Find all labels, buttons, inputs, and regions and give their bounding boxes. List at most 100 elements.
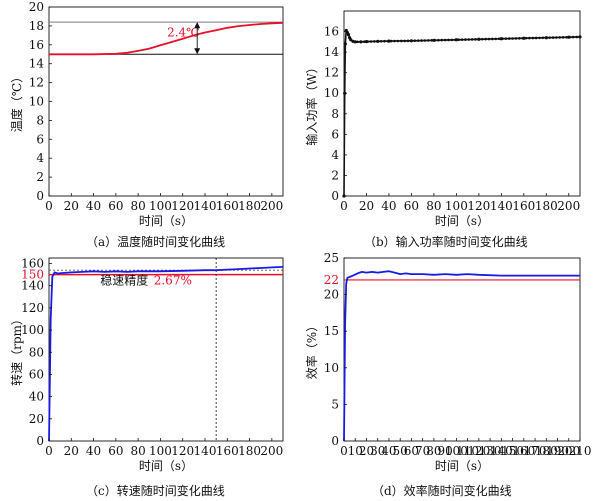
x-tick-label-d: 70 (415, 444, 430, 458)
x-tick-label-d: 30 (370, 444, 385, 458)
data-point-b (453, 38, 457, 42)
data-point-b (467, 38, 471, 41)
x-tick-label-c: 140 (194, 444, 217, 458)
data-point-b (514, 37, 518, 40)
annotation-c-0: 稳速精度 (100, 273, 148, 288)
data-point-b (423, 39, 427, 42)
x-tick-label-a: 100 (149, 199, 172, 213)
data-point-b (410, 39, 413, 43)
data-point-b (413, 39, 417, 43)
y-tick-label-b: 6 (331, 127, 339, 141)
data-point-b (501, 37, 504, 41)
data-point-b (534, 36, 538, 40)
data-point-b (568, 35, 572, 39)
x-tick-label-a: 60 (108, 199, 123, 213)
y-tick-label-d: 5 (331, 397, 339, 411)
data-point-b (541, 36, 545, 40)
x-tick-label-d: 80 (426, 444, 441, 458)
data-point-b (376, 40, 380, 43)
data-point-b (396, 39, 400, 43)
arrow-head-up-a (194, 22, 201, 29)
x-axis-label-c: 时间（s） (139, 459, 193, 473)
data-point-b (531, 36, 535, 40)
x-tick-label-a: 40 (86, 199, 101, 213)
data-point-b (440, 38, 444, 42)
y-tick-label-c: 20 (29, 412, 44, 426)
plot-frame-a (48, 6, 284, 197)
data-point-b (518, 37, 521, 40)
data-point-b (457, 38, 460, 42)
x-axis-label-a: 时间（s） (139, 214, 193, 228)
data-point-b (356, 40, 359, 44)
x-axis-label-d: 时间（s） (435, 459, 489, 473)
x-tick-label-d: 110 (456, 444, 479, 458)
data-point-b (528, 36, 531, 40)
y-tick-label-b: 16 (324, 25, 339, 39)
data-point-b (389, 39, 393, 43)
data-point-b (437, 38, 440, 42)
x-tick-label-b: 80 (426, 199, 441, 213)
x-tick-label-d: 200 (557, 444, 580, 458)
y-tick-label-c: 40 (29, 390, 44, 404)
y-tick-label-c: 80 (29, 345, 44, 359)
x-tick-label-b: 0 (340, 199, 348, 213)
data-point-b (464, 38, 467, 41)
data-point-b (555, 36, 558, 39)
y-tick-label-b: 4 (331, 148, 339, 162)
y-tick-label-d: 10 (324, 361, 339, 375)
data-point-b (353, 40, 357, 44)
x-tick-label-a: 0 (45, 199, 53, 213)
arrow-head-down-a (194, 48, 201, 55)
x-tick-label-d: 130 (479, 444, 502, 458)
x-tick-label-a: 120 (171, 199, 194, 213)
data-point-b (565, 35, 568, 39)
y-tick-label-d: 0 (331, 434, 339, 448)
y-tick-label-c: 60 (29, 367, 44, 381)
annotation-c-1: 2.67% (154, 274, 192, 288)
x-tick-label-d: 150 (501, 444, 524, 458)
x-tick-label-c: 100 (149, 444, 172, 458)
x-tick-label-a: 200 (260, 199, 283, 213)
data-point-b (460, 38, 464, 41)
data-point-b (538, 36, 541, 40)
y-tick-label-b: 8 (331, 107, 339, 121)
data-point-b (403, 39, 406, 43)
y-tick-label-b: 14 (324, 45, 340, 59)
x-tick-label-b: 20 (359, 199, 374, 213)
caption-c: （c）转速随时间变化曲线 (86, 484, 225, 498)
data-point-b (578, 35, 582, 39)
x-tick-label-c: 0 (45, 444, 53, 458)
y-tick-label-a: 20 (29, 0, 44, 14)
data-point-b (558, 36, 562, 39)
y-axis-label-d: 效率（%） (304, 320, 319, 379)
y-tick-label-b: 0 (331, 189, 339, 203)
x-tick-label-b: 140 (490, 199, 513, 213)
data-point-b (571, 35, 575, 39)
x-tick-label-c: 200 (260, 444, 283, 458)
data-point-b (447, 38, 450, 42)
y-tick-label-ref-d: 22 (324, 273, 339, 287)
y-tick-label-d: 20 (324, 288, 339, 302)
data-point-b (373, 40, 376, 43)
data-point-b (379, 39, 383, 43)
y-tick-label-a: 18 (29, 19, 44, 33)
data-point-b (366, 40, 369, 43)
data-point-b (561, 36, 565, 39)
data-point-b (544, 36, 548, 40)
x-tick-label-b: 100 (445, 199, 468, 213)
caption-a: （a）温度随时间变化曲线 (86, 235, 226, 249)
data-point-b (548, 36, 551, 39)
data-point-b (504, 37, 508, 40)
data-point-b (491, 37, 494, 41)
y-tick-label-c: 100 (21, 323, 44, 337)
x-tick-label-b: 40 (381, 199, 396, 213)
series-line-c-0 (48, 266, 284, 442)
data-point-b (430, 39, 433, 42)
y-tick-label-b: 10 (324, 86, 339, 100)
x-tick-label-d: 190 (546, 444, 569, 458)
x-tick-label-d: 10 (348, 444, 363, 458)
x-tick-label-c: 20 (64, 444, 79, 458)
x-tick-label-c: 40 (86, 444, 101, 458)
x-tick-label-d: 40 (381, 444, 396, 458)
